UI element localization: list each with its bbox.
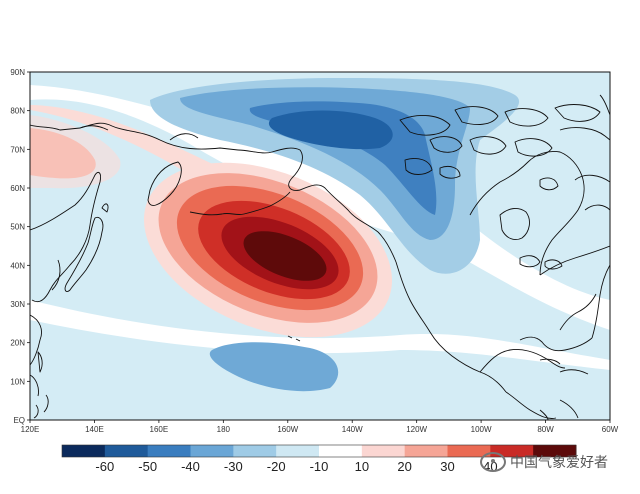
colorbar: -60 -50 -40 -30 -20 -10 10 20 30 40 xyxy=(61,444,577,474)
field-zero-band-south xyxy=(30,300,610,370)
colorbar-label: -40 xyxy=(181,459,200,474)
lat-tick-label: 20N xyxy=(10,339,25,348)
watermark-logo-icon xyxy=(480,452,506,472)
colorbar-label: -60 xyxy=(95,459,114,474)
field-pos60-ridge xyxy=(243,231,327,281)
colorbar-label: 10 xyxy=(355,459,369,474)
lon-tick-label: 120W xyxy=(406,425,427,434)
lat-tick-label: 60N xyxy=(10,184,25,193)
lat-tick-label: 40N xyxy=(10,261,25,270)
colorbar-segment xyxy=(104,445,149,457)
lat-tick-label: 80N xyxy=(10,107,25,116)
colorbar-segment xyxy=(319,445,363,457)
colorbar-segment xyxy=(62,445,106,457)
lat-tick-label: EQ xyxy=(13,416,25,425)
field-pos10-west xyxy=(30,115,121,189)
lon-tick-label: 140W xyxy=(342,425,363,434)
field-neg20-subtropic xyxy=(209,342,339,392)
lon-tick-label: 60W xyxy=(602,425,619,434)
latitude-axis: 90N 80N 70N 60N 50N 40N 30N 20N 10N EQ xyxy=(10,68,30,425)
watermark-text: 中国气象爱好者 xyxy=(510,455,608,471)
longitude-axis: 120E 140E 160E 180 160W 140W 120W 100W 80W 60W xyxy=(21,420,619,434)
colorbar-label: 20 xyxy=(397,459,411,474)
lon-tick-label: 160W xyxy=(277,425,298,434)
colorbar-segment xyxy=(447,445,491,457)
colorbar-label: -30 xyxy=(224,459,243,474)
colorbar-segment xyxy=(533,445,577,457)
lon-tick-label: 120E xyxy=(21,425,40,434)
lat-tick-label: 30N xyxy=(10,300,25,309)
lon-tick-label: 100W xyxy=(471,425,492,434)
colorbar-segment xyxy=(233,445,277,457)
colorbar-label: -20 xyxy=(267,459,286,474)
map-border xyxy=(29,71,611,421)
lon-tick-label: 80W xyxy=(537,425,554,434)
field-neg50-arctic xyxy=(268,110,393,150)
colorbar-segment xyxy=(147,445,191,457)
coastlines xyxy=(30,94,610,420)
colorbar-segment xyxy=(404,445,448,457)
map-frame-content xyxy=(30,72,610,420)
lon-tick-label: 180 xyxy=(217,425,231,434)
colorbar-label: -10 xyxy=(310,459,329,474)
colorbar-outline xyxy=(61,444,577,458)
lat-tick-label: 70N xyxy=(10,145,25,154)
watermark: 中国气象爱好者 xyxy=(480,452,608,472)
lon-tick-label: 140E xyxy=(85,425,104,434)
colorbar-segment xyxy=(276,445,320,457)
colorbar-label: -50 xyxy=(138,459,157,474)
lat-tick-label: 50N xyxy=(10,223,25,232)
lat-tick-label: 10N xyxy=(10,377,25,386)
lat-tick-label: 90N xyxy=(10,68,25,77)
colorbar-label: 30 xyxy=(440,459,454,474)
lon-tick-label: 160E xyxy=(150,425,169,434)
colorbar-segment xyxy=(361,445,406,457)
colorbar-segment xyxy=(190,445,234,457)
